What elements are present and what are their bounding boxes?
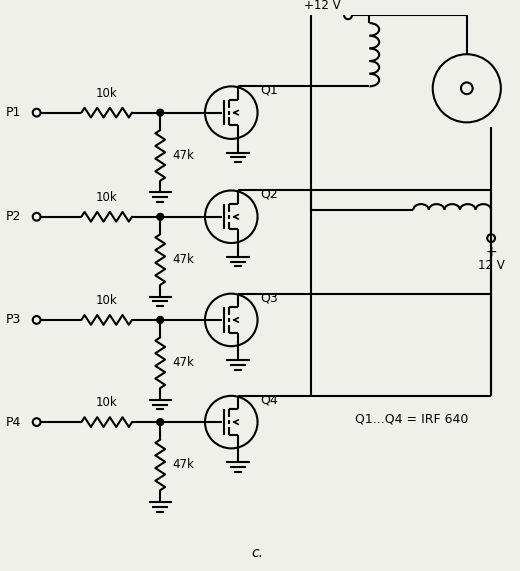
Text: Q1: Q1	[261, 84, 278, 96]
Text: 47k: 47k	[172, 149, 194, 162]
Text: Q2: Q2	[261, 188, 278, 201]
Text: P3: P3	[6, 313, 21, 327]
Circle shape	[157, 109, 164, 116]
Text: Q4: Q4	[261, 393, 278, 406]
Text: 47k: 47k	[172, 356, 194, 369]
Text: c.: c.	[252, 546, 264, 561]
Text: +12 V: +12 V	[304, 0, 340, 13]
Text: 10k: 10k	[96, 87, 118, 100]
Text: P4: P4	[6, 416, 21, 429]
Text: P2: P2	[6, 210, 21, 223]
Text: P1: P1	[6, 106, 21, 119]
Text: Q1...Q4 = IRF 640: Q1...Q4 = IRF 640	[355, 413, 468, 426]
Text: 10k: 10k	[96, 191, 118, 204]
Circle shape	[157, 316, 164, 323]
Circle shape	[157, 419, 164, 425]
Text: 10k: 10k	[96, 294, 118, 307]
Text: +: +	[485, 245, 497, 259]
Text: 12 V: 12 V	[478, 259, 504, 272]
Text: 10k: 10k	[96, 396, 118, 409]
Text: Q3: Q3	[261, 291, 278, 304]
Circle shape	[157, 214, 164, 220]
Text: 47k: 47k	[172, 253, 194, 266]
Text: 47k: 47k	[172, 459, 194, 472]
